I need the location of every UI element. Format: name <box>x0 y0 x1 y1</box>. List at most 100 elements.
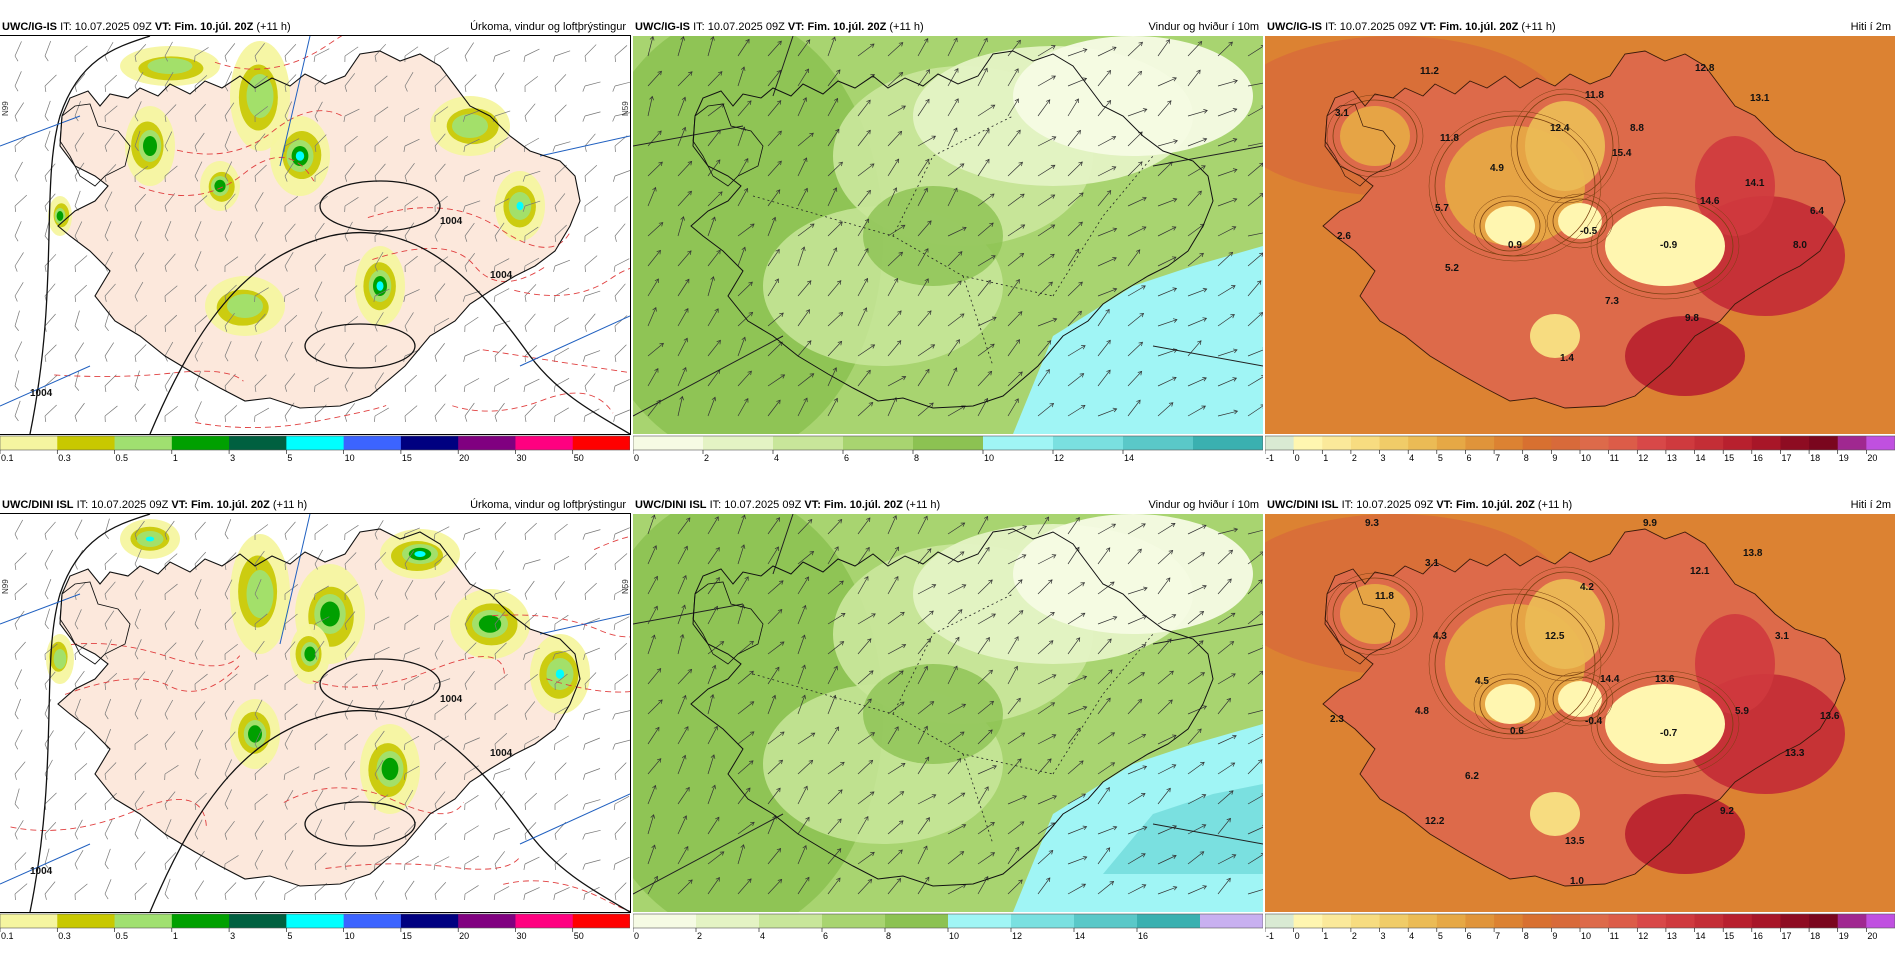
temperature-value-label: 14.1 <box>1745 178 1765 189</box>
colorbar-swatch <box>1437 914 1466 928</box>
it-label: IT: <box>693 21 705 33</box>
vt-label: VT: <box>171 499 188 511</box>
map-canvas <box>633 36 1263 434</box>
colorbar-swatch <box>1780 914 1809 928</box>
colorbar-tick-label: 18 <box>1810 453 1820 463</box>
colorbar-tick-label: 0.5 <box>116 453 129 463</box>
model-name: UWC/IG-IS <box>635 21 690 33</box>
colorbar-tick-label: 0.5 <box>116 931 129 941</box>
colorbar-swatch <box>1838 436 1867 450</box>
colorbar-tick-label: 3 <box>1381 453 1386 463</box>
colorbar-tick-label: 4 <box>774 453 779 463</box>
temperature-value-label: 12.5 <box>1545 631 1565 642</box>
temperature-value-label: 4.2 <box>1580 582 1594 593</box>
colorbar-tick-label: 2 <box>697 931 702 941</box>
colorbar-tick-label: 5 <box>1438 931 1443 941</box>
colorbar-swatch <box>1866 436 1895 450</box>
map-panel-wind: UWC/IG-IS IT: 10.07.2025 09Z VT: Fim. 10… <box>633 18 1263 488</box>
colorbar-tick-label: 6 <box>1466 453 1471 463</box>
colorbar-tick-label: 0 <box>1295 453 1300 463</box>
colorbar-swatch <box>1494 914 1523 928</box>
temp-area-0 <box>1558 681 1602 717</box>
temperature-value-label: 4.8 <box>1415 706 1429 717</box>
it-label: IT: <box>77 499 89 511</box>
colorbar-tick-label: 12 <box>1054 453 1064 463</box>
colorbar-tick-label: -1 <box>1266 453 1274 463</box>
precip-area-1 <box>57 211 64 221</box>
precip-area-0-5 <box>54 649 67 669</box>
colorbar-swatch <box>1637 914 1666 928</box>
colorbar-swatch <box>1408 436 1437 450</box>
temperature-value-label: 9.9 <box>1643 518 1657 529</box>
temperature-value-label: -0.9 <box>1660 240 1678 251</box>
colorbar-swatch <box>1723 436 1752 450</box>
map-panel-precip: UWC/DINI ISL IT: 10.07.2025 09Z VT: Fim.… <box>0 496 630 966</box>
model-name: UWC/IG-IS <box>2 21 57 33</box>
colorbar-tick-label: 2 <box>704 453 709 463</box>
precip-area-5 <box>296 151 304 161</box>
colorbar-swatch <box>983 436 1054 450</box>
model-name: UWC/DINI ISL <box>635 499 707 511</box>
colorbar-swatch <box>1465 914 1494 928</box>
temp-area-15 <box>1625 316 1745 396</box>
panel-title-bar: UWC/IG-IS IT: 10.07.2025 09Z VT: Fim. 10… <box>1265 18 1895 36</box>
lead-time: (+11 h) <box>1521 21 1555 33</box>
vt-label: VT: <box>804 499 821 511</box>
colorbar-tick-label: 20 <box>459 931 469 941</box>
init-time: 10.07.2025 09Z <box>708 21 785 33</box>
isobar-label: 1004 <box>490 748 513 759</box>
colorbar-swatch <box>843 436 914 450</box>
colorbar-tick-label: 2 <box>1352 931 1357 941</box>
colorbar-swatch <box>1666 436 1695 450</box>
colorbar-swatch <box>573 914 630 928</box>
colorbar-swatch <box>1437 436 1466 450</box>
colorbar-tick-label: 0 <box>634 453 639 463</box>
colorbar-tick-label: 4 <box>1409 931 1414 941</box>
colorbar-tick-label: 8 <box>1524 453 1529 463</box>
map-area <box>633 36 1263 434</box>
lead-time: (+11 h) <box>1538 499 1572 511</box>
colorbar-tick-label: 13 <box>1667 931 1677 941</box>
colorbar-swatch <box>1494 436 1523 450</box>
temperature-value-label: 8.0 <box>1793 240 1807 251</box>
colorbar-tick-label: 14 <box>1124 453 1134 463</box>
temperature-value-label: 3.1 <box>1335 108 1349 119</box>
it-label: IT: <box>60 21 72 33</box>
latitude-label: N59 <box>621 579 630 594</box>
colorbar-tick-label: 14 <box>1696 453 1706 463</box>
colorbar-swatch <box>1809 914 1838 928</box>
colorbar-swatch <box>1294 914 1323 928</box>
colorbar-tick-label: -1 <box>1266 931 1274 941</box>
map-canvas <box>633 514 1263 912</box>
colorbar-tick-label: 0 <box>1295 931 1300 941</box>
colorbar-swatch <box>286 914 344 928</box>
colorbar-swatch <box>57 914 115 928</box>
colorbar-swatch <box>172 436 230 450</box>
lead-time: (+11 h) <box>906 499 940 511</box>
colorbar-swatch <box>1609 914 1638 928</box>
colorbar-swatch <box>1294 436 1323 450</box>
ice-cap-vatnajokull <box>1605 684 1725 764</box>
precip-area-5 <box>414 551 425 557</box>
temperature-value-label: 5.9 <box>1735 706 1749 717</box>
panel-title: UWC/DINI ISL IT: 10.07.2025 09Z VT: Fim.… <box>2 496 307 514</box>
colorbar-tick-label: 0.1 <box>1 931 14 941</box>
valid-time: Fim. 10.júl. 20Z <box>191 499 270 511</box>
valid-time: Fim. 10.júl. 20Z <box>1456 499 1535 511</box>
colorbar-swatch <box>1074 914 1138 928</box>
colorbar-tick-label: 1 <box>1323 453 1328 463</box>
vt-label: VT: <box>788 21 805 33</box>
temperature-value-label: -0.7 <box>1660 728 1678 739</box>
precip-area-1 <box>143 136 157 156</box>
colorbar-tick-label: 12 <box>1638 931 1648 941</box>
colorbar-tick-label: 6 <box>1466 931 1471 941</box>
colorbar-swatch <box>458 914 516 928</box>
precip-area-0-5 <box>452 114 488 138</box>
colorbar-swatch <box>344 914 402 928</box>
colorbar-tick-label: 3 <box>230 931 235 941</box>
